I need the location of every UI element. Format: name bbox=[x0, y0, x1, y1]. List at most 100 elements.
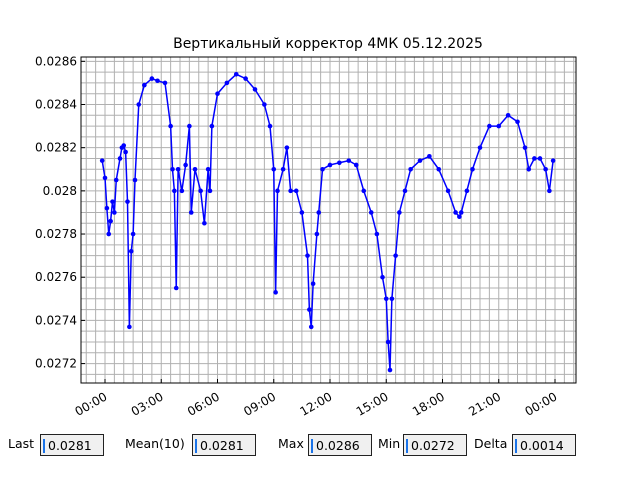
point bbox=[108, 218, 113, 224]
point bbox=[383, 296, 389, 302]
point bbox=[515, 119, 520, 125]
point bbox=[305, 253, 310, 258]
stat-label: Delta bbox=[474, 436, 508, 451]
point bbox=[142, 82, 147, 88]
point bbox=[310, 281, 316, 286]
point bbox=[487, 123, 492, 129]
stat-value: 0.0286 bbox=[308, 434, 372, 456]
point bbox=[308, 324, 314, 330]
point bbox=[183, 162, 188, 168]
stat-value: 0.0281 bbox=[40, 434, 104, 456]
point bbox=[327, 162, 333, 168]
x-tick-label: 15:00 bbox=[354, 389, 391, 418]
point bbox=[123, 149, 128, 155]
point bbox=[207, 188, 213, 194]
point bbox=[532, 156, 537, 161]
point bbox=[262, 102, 267, 107]
series-line bbox=[101, 73, 554, 371]
x-tick-label: 03:00 bbox=[129, 389, 166, 418]
point bbox=[374, 231, 380, 237]
point bbox=[127, 324, 132, 330]
point bbox=[436, 166, 442, 172]
point bbox=[547, 188, 552, 194]
x-tick-label: 18:00 bbox=[410, 389, 447, 418]
point bbox=[102, 175, 108, 181]
y-tick-label: 0.0272 bbox=[35, 357, 77, 371]
point bbox=[346, 158, 352, 163]
point bbox=[368, 210, 374, 215]
point bbox=[252, 87, 258, 92]
point bbox=[188, 210, 194, 215]
point bbox=[113, 177, 119, 183]
point bbox=[385, 339, 391, 345]
stat-value: 0.0272 bbox=[403, 434, 467, 456]
y-tick-label: 0.0286 bbox=[35, 54, 77, 68]
point bbox=[112, 210, 117, 215]
y-tick-label: 0.0278 bbox=[35, 227, 77, 241]
point bbox=[337, 160, 342, 166]
point bbox=[172, 188, 177, 194]
stat-label: Last bbox=[8, 436, 35, 451]
point bbox=[233, 71, 239, 77]
point bbox=[477, 145, 483, 150]
point bbox=[132, 177, 138, 183]
point bbox=[457, 214, 462, 220]
point bbox=[175, 166, 181, 172]
point bbox=[397, 210, 402, 215]
point bbox=[198, 188, 203, 194]
point bbox=[224, 80, 230, 86]
point bbox=[353, 162, 359, 168]
point bbox=[106, 231, 112, 237]
y-tick-label: 0.0276 bbox=[35, 270, 77, 284]
point bbox=[543, 166, 548, 172]
point bbox=[280, 166, 286, 172]
point bbox=[526, 166, 532, 172]
x-tick-label: 06:00 bbox=[185, 389, 222, 418]
point bbox=[402, 188, 408, 194]
y-tick-label: 0.0284 bbox=[35, 97, 77, 111]
point bbox=[168, 123, 173, 129]
point bbox=[537, 156, 543, 161]
point bbox=[427, 154, 432, 159]
point bbox=[155, 78, 160, 84]
point bbox=[271, 166, 277, 172]
point bbox=[464, 188, 470, 194]
stat-value: 0.0014 bbox=[512, 434, 576, 456]
point bbox=[389, 296, 395, 302]
point bbox=[387, 367, 393, 373]
chart: Вертикальный корректор 4МК 05.12.2025 0.… bbox=[35, 36, 577, 419]
point bbox=[110, 199, 115, 204]
point bbox=[209, 123, 215, 129]
y-tick-label: 0.0274 bbox=[35, 313, 77, 327]
point bbox=[453, 210, 458, 215]
point bbox=[320, 166, 325, 172]
point bbox=[522, 145, 528, 150]
point bbox=[445, 188, 451, 194]
point bbox=[550, 158, 556, 163]
point bbox=[393, 253, 398, 258]
x-tick-label: 09:00 bbox=[241, 389, 278, 418]
point bbox=[192, 166, 198, 172]
point bbox=[162, 80, 168, 86]
stat-label: Min bbox=[378, 436, 401, 451]
point bbox=[170, 166, 175, 172]
stat-label: Mean(10) bbox=[125, 436, 185, 451]
point bbox=[470, 166, 475, 172]
point bbox=[316, 210, 322, 215]
y-tick-label: 0.028 bbox=[43, 184, 77, 198]
y-tick-label: 0.0282 bbox=[35, 141, 77, 155]
stat-value: 0.0281 bbox=[192, 434, 256, 456]
point bbox=[215, 91, 220, 97]
point bbox=[314, 231, 320, 237]
x-tick-label: 00:00 bbox=[73, 389, 110, 418]
point bbox=[173, 285, 179, 291]
point bbox=[275, 188, 280, 194]
point bbox=[417, 158, 423, 163]
point bbox=[128, 249, 134, 254]
point bbox=[293, 188, 299, 194]
x-tick-label: 00:00 bbox=[523, 389, 560, 418]
point bbox=[267, 123, 273, 129]
point bbox=[205, 166, 211, 172]
point bbox=[104, 205, 110, 211]
